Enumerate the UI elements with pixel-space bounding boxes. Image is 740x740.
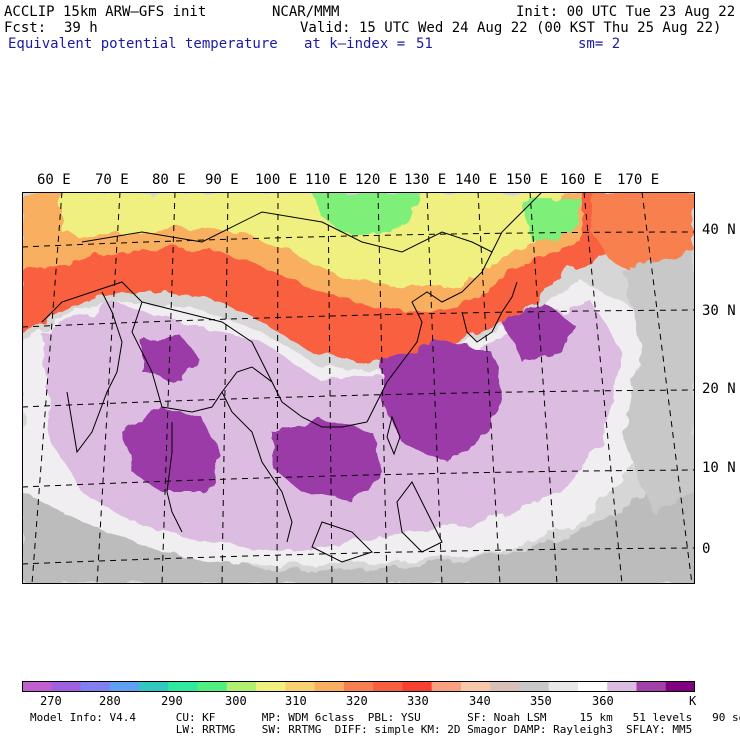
lon-label: 150 E — [506, 172, 549, 188]
field-name: Equivalent potential temperature — [8, 36, 278, 52]
colorbar-cell — [490, 681, 520, 692]
lon-label: 80 E — [152, 172, 186, 188]
colorbar-cell — [314, 681, 345, 692]
lon-label: 160 E — [560, 172, 603, 188]
colorbar-cell — [519, 681, 550, 692]
lon-label: 70 E — [95, 172, 129, 188]
theta-e-gray-south — [22, 442, 695, 584]
colorbar-cell — [431, 681, 462, 692]
coastline — [166, 422, 183, 533]
init-time: Init: 00 UTC Tue 23 Aug 22 — [516, 4, 736, 20]
colorbar-tick: 320 — [346, 694, 368, 708]
valid-time: Valid: 15 UTC Wed 24 Aug 22 (00 KST Thu … — [300, 20, 722, 36]
colorbar-cell — [139, 681, 169, 692]
colorbar-cell — [402, 681, 433, 692]
coastline — [461, 281, 518, 343]
theta-e-purple-core — [272, 417, 382, 502]
smooth-label: sm= 2 — [578, 36, 621, 52]
colorbar-cell — [197, 681, 228, 692]
colorbar-tick: 270 — [40, 694, 62, 708]
fcst-value: 39 h — [64, 20, 98, 36]
colorbar-tick: 290 — [161, 694, 183, 708]
country-border — [81, 211, 493, 253]
lon-label: 90 E — [205, 172, 239, 188]
colorbar-tick: 330 — [407, 694, 429, 708]
coastline — [66, 291, 123, 454]
colorbar-cell — [285, 681, 316, 692]
lon-label: 60 E — [37, 172, 71, 188]
colorbar-unit: K — [689, 694, 697, 708]
colorbar-cell — [460, 681, 491, 692]
colorbar-tick: 310 — [285, 694, 307, 708]
model-info-line2: LW: RRTMG SW: RRTMG DIFF: simple KM: 2D … — [30, 723, 693, 736]
colorbar-tick: 360 — [592, 694, 614, 708]
colorbar-tick: 280 — [99, 694, 121, 708]
colorbar-tick: 340 — [469, 694, 491, 708]
fcst-label: Fcst: — [4, 20, 47, 36]
colorbar-cell — [548, 681, 579, 692]
colorbar-cell — [343, 681, 374, 692]
theta-e-purple-core — [502, 302, 572, 362]
country-border — [141, 301, 273, 383]
model-info-line1: Model Info: V4.4 CU: KF MP: WDM 6class P… — [30, 711, 740, 724]
colorbar-cell — [109, 681, 140, 692]
lon-label: 170 E — [617, 172, 660, 188]
colorbar-cell — [256, 681, 286, 692]
lon-label: 120 E — [355, 172, 398, 188]
lon-label: 130 E — [404, 172, 447, 188]
coastline — [41, 281, 293, 543]
colorbar-cell — [607, 681, 637, 692]
colorbar-tick: 300 — [225, 694, 247, 708]
colorbar-tick: 350 — [530, 694, 552, 708]
colorbar-cell — [636, 681, 667, 692]
lat-label: 0 — [702, 541, 711, 557]
colorbar-cell — [51, 681, 82, 692]
coastline — [396, 481, 443, 553]
coastline — [311, 521, 373, 563]
map-frame — [22, 192, 695, 584]
theta-e-band-yellow — [62, 192, 562, 287]
colorbar-cell — [22, 681, 52, 692]
colorbar-cell — [168, 681, 199, 692]
colorbar-cell — [373, 681, 403, 692]
coastline — [221, 366, 368, 428]
theta-e-purple-core — [142, 337, 202, 382]
model-title: ACCLIP 15km ARW–GFS init — [4, 4, 207, 20]
lat-label: 40 N — [702, 222, 736, 238]
colorbar — [22, 681, 695, 692]
colorbar-cell — [577, 681, 608, 692]
lat-label: 30 N — [702, 303, 736, 319]
theta-e-gray-east — [622, 252, 695, 512]
lon-label: 110 E — [305, 172, 348, 188]
theta-e-map — [22, 192, 695, 584]
coastline — [366, 192, 543, 423]
level-value: 51 — [416, 36, 433, 52]
theta-e-band-green — [312, 192, 582, 242]
lat-label: 10 N — [702, 460, 736, 476]
center-label: NCAR/MMM — [272, 4, 340, 20]
colorbar-cell — [80, 681, 111, 692]
coastline — [386, 415, 401, 456]
lat-label: 20 N — [702, 381, 736, 397]
theta-e-purple-core — [382, 342, 502, 462]
lon-label: 100 E — [255, 172, 298, 188]
colorbar-cell — [226, 681, 257, 692]
colorbar-cell — [665, 681, 695, 692]
level-label: at k–index = — [304, 36, 406, 52]
lon-label: 140 E — [455, 172, 498, 188]
